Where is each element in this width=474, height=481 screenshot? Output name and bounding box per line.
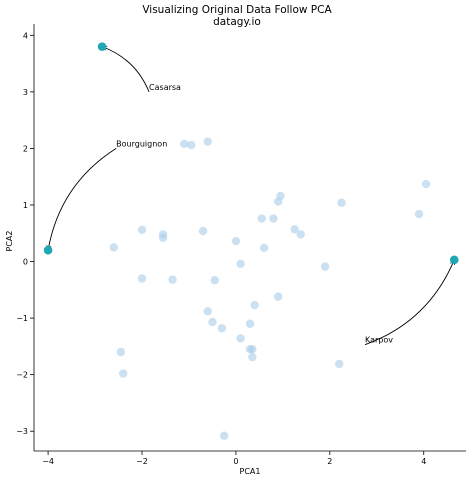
data-point <box>168 275 177 284</box>
data-point <box>137 274 147 283</box>
data-point <box>203 137 212 146</box>
data-point <box>296 230 305 239</box>
data-point <box>236 334 245 343</box>
x-tick-label: 4 <box>421 457 426 466</box>
data-point <box>245 319 255 328</box>
data-point <box>250 300 259 310</box>
data-point <box>208 317 217 327</box>
highlighted-points <box>43 42 459 265</box>
x-tick-label: −4 <box>42 457 54 466</box>
data-point <box>180 139 189 149</box>
highlighted-point <box>449 255 459 265</box>
highlighted-point <box>97 42 107 51</box>
annotation-arrow <box>48 148 117 250</box>
x-tick-label: 2 <box>327 457 332 466</box>
data-point <box>320 262 330 271</box>
data-point <box>219 431 229 440</box>
y-tick-label: −1 <box>16 314 28 323</box>
y-tick-label: 4 <box>23 31 28 40</box>
highlighted-point <box>43 245 53 255</box>
y-tick-label: 1 <box>23 201 28 210</box>
y-axis-label: PCA2 <box>5 231 14 252</box>
y-tick-label: 3 <box>23 88 28 97</box>
annotation-label: Karpov <box>365 336 393 345</box>
annotations: Casarsa Bourguignon Karpov <box>48 47 454 346</box>
data-point <box>198 226 208 236</box>
data-point <box>290 225 299 234</box>
data-point <box>273 292 283 301</box>
x-axis-label: PCA1 <box>240 467 261 476</box>
data-point <box>269 214 278 223</box>
data-point <box>137 225 147 235</box>
data-point <box>337 198 346 207</box>
data-point <box>116 347 126 357</box>
y-tick-label: 0 <box>23 258 28 267</box>
annotation-label: Casarsa <box>149 83 181 92</box>
data-point <box>248 352 257 362</box>
data-point <box>187 140 196 150</box>
data-point <box>203 307 212 316</box>
x-tick-label: 0 <box>233 457 238 466</box>
data-point <box>414 209 424 219</box>
data-point <box>276 191 285 201</box>
data-point <box>421 179 431 189</box>
y-tick-label: −2 <box>16 371 28 380</box>
data-point <box>210 276 219 285</box>
annotation-label: Bourguignon <box>116 139 167 148</box>
background-points <box>109 137 431 440</box>
chart-title: Visualizing Original Data Follow PCA <box>142 4 332 16</box>
x-tick-label: −2 <box>136 457 148 466</box>
data-point <box>119 369 128 378</box>
data-point <box>259 243 269 253</box>
annotation-arrow <box>364 260 454 346</box>
data-point <box>257 214 266 223</box>
y-axis-ticks: −3 −2 −1 0 1 2 3 4 <box>16 31 34 436</box>
data-point <box>109 243 119 252</box>
y-tick-label: −3 <box>16 427 28 436</box>
data-point <box>231 236 241 246</box>
data-point <box>248 344 257 354</box>
x-axis-ticks: −4 −2 0 2 4 <box>42 451 426 466</box>
data-point <box>158 233 168 242</box>
data-point <box>335 359 344 369</box>
annotation-arrow <box>102 47 150 93</box>
chart-subtitle: datagy.io <box>213 16 261 28</box>
y-tick-label: 2 <box>23 144 28 153</box>
data-point <box>217 324 227 333</box>
data-point <box>236 259 245 268</box>
